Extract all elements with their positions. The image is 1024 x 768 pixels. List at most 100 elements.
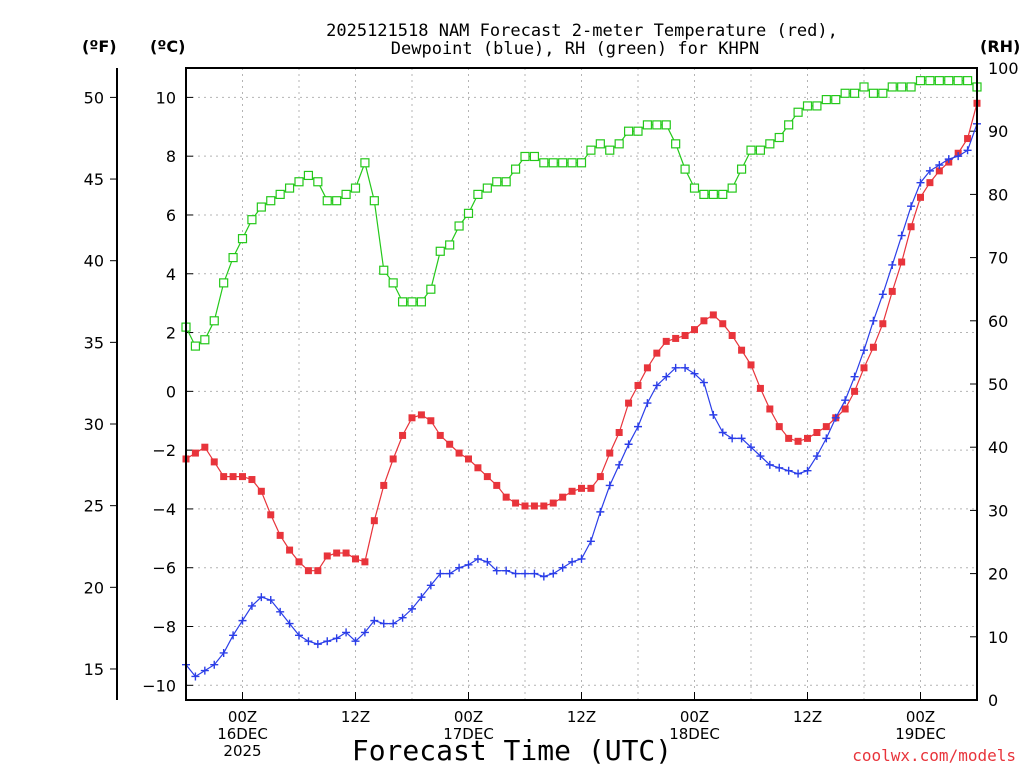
temperature-point	[229, 473, 237, 481]
dewpoint-point	[699, 378, 708, 387]
dewpoint-point	[483, 557, 492, 566]
dewpoint-point	[925, 166, 934, 175]
dewpoint-point	[681, 363, 690, 372]
rh-point	[671, 139, 681, 149]
rh-unit-label: (RH)	[980, 37, 1020, 56]
temperature-point	[559, 493, 567, 501]
temperature-point	[493, 481, 501, 489]
dewpoint-point	[455, 563, 464, 572]
fahrenheit-tick-label: 30	[84, 415, 104, 434]
rh-point	[407, 297, 417, 307]
fahrenheit-unit-label: (ºF)	[82, 37, 117, 56]
temperature-point	[785, 434, 793, 442]
temperature-point	[342, 549, 350, 557]
rh-point	[303, 170, 314, 181]
rh-point	[360, 158, 370, 168]
rh-point	[209, 316, 219, 326]
rh-point	[454, 221, 464, 231]
time-tick-label: 19DEC	[895, 725, 946, 743]
dewpoint-point	[219, 648, 228, 657]
rh-point	[793, 107, 803, 117]
rh-point	[915, 76, 926, 86]
dewpoint-point	[888, 260, 897, 269]
temperature-point	[926, 179, 934, 187]
time-tick-label: 00Z	[228, 708, 257, 726]
dewpoint-point	[247, 601, 256, 610]
temperature-point	[625, 399, 633, 407]
rh-point	[539, 158, 549, 168]
rh-point	[821, 94, 831, 105]
rh-point	[962, 76, 973, 86]
temperature-point	[248, 476, 256, 484]
rh-point	[501, 177, 511, 187]
dewpoint-point	[775, 463, 784, 472]
temperature-point	[370, 517, 378, 525]
dewpoint-point	[210, 660, 219, 669]
credit-label: coolwx.com/models	[852, 746, 1016, 765]
temperature-point	[474, 464, 482, 472]
rh-point	[812, 101, 822, 111]
temperature-point	[568, 487, 576, 495]
temperature-point	[286, 546, 294, 554]
dewpoint-point	[558, 563, 567, 572]
rh-point	[350, 183, 361, 193]
temperature-point	[879, 320, 887, 328]
rh-point	[887, 82, 897, 92]
temperature-point	[408, 414, 416, 422]
dewpoint-point	[323, 637, 332, 646]
dewpoint-point	[624, 440, 633, 449]
rh-point	[859, 82, 869, 92]
dewpoint-point	[379, 619, 388, 628]
temperature-point	[465, 455, 472, 463]
fahrenheit-tick-label: 50	[84, 88, 104, 107]
rh-tick-label: 30	[988, 501, 1008, 520]
celsius-tick-label: −2	[152, 441, 176, 460]
dewpoint-point	[521, 569, 529, 578]
rh-point	[275, 189, 285, 199]
dewpoint-point	[878, 290, 887, 299]
fahrenheit-tick-label: 25	[84, 497, 104, 516]
rh-point	[237, 234, 248, 244]
temperature-point	[907, 223, 915, 231]
celsius-unit-label: (ºC)	[150, 37, 185, 56]
temperature-point	[606, 449, 614, 457]
rh-point	[614, 139, 624, 149]
temperature-point	[822, 423, 830, 431]
dewpoint-point	[342, 628, 351, 637]
rh-point	[586, 145, 596, 155]
temperature-point	[304, 567, 312, 575]
rh-point	[605, 145, 615, 155]
rh-point	[680, 164, 690, 174]
celsius-axis: −10 −8 −6 −4 −2 0 2 4 6 8 10	[142, 88, 193, 695]
celsius-tick-label: −4	[152, 500, 176, 519]
rh-point	[906, 82, 916, 92]
dewpoint-point	[615, 460, 624, 469]
celsius-tick-label: 0	[166, 382, 176, 401]
temperature-point	[766, 405, 774, 413]
rh-point	[642, 120, 653, 130]
celsius-tick-label: 2	[166, 324, 176, 343]
dewpoint-point	[671, 363, 680, 372]
temperature-point	[719, 320, 727, 328]
dewpoint-point	[313, 640, 322, 649]
dewpoint-point	[398, 613, 407, 622]
dewpoint-point	[634, 422, 642, 431]
rh-point	[774, 132, 784, 143]
temperature-point	[210, 458, 218, 466]
temperature-point	[220, 473, 228, 481]
dewpoint-point	[436, 569, 445, 578]
dewpoint-point	[850, 372, 859, 381]
temperature-point	[267, 511, 275, 519]
rh-point	[953, 76, 963, 86]
temperature-point	[446, 440, 454, 448]
temperature-point	[502, 493, 510, 501]
rh-point	[878, 88, 888, 98]
dewpoint-point	[351, 637, 360, 646]
rh-tick-label: 60	[988, 312, 1008, 331]
dewpoint-point	[257, 593, 266, 602]
rh-point	[652, 120, 662, 130]
rh-point	[416, 297, 427, 307]
dewpoint-point	[426, 581, 435, 590]
rh-point	[482, 183, 492, 193]
